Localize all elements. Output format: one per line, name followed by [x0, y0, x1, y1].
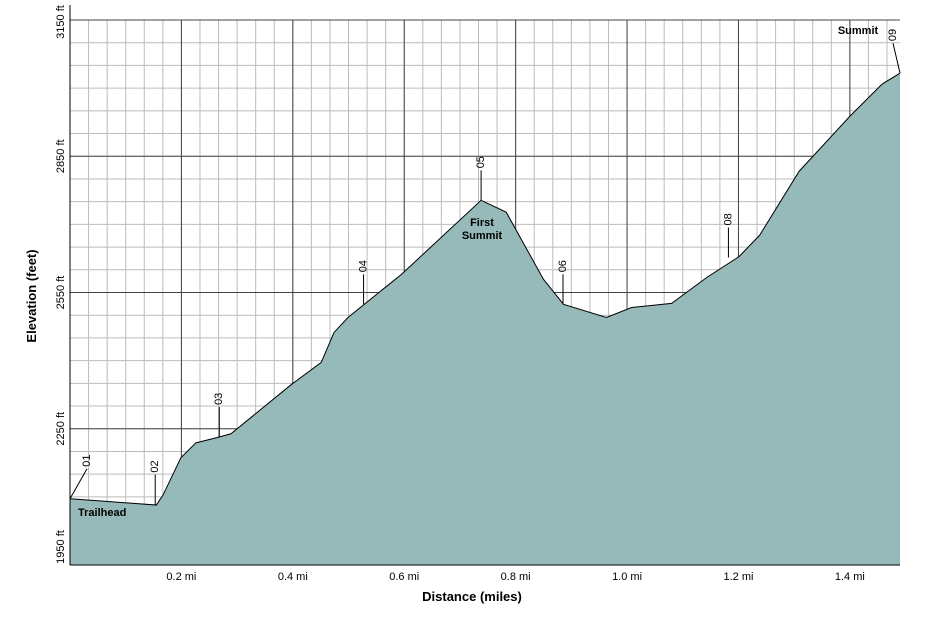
x-axis-title: Distance (miles): [422, 589, 522, 604]
waypoint-note: Trailhead: [78, 507, 126, 519]
x-tick-label: 0.2 mi: [166, 571, 196, 583]
x-tick-label: 1.0 mi: [612, 571, 642, 583]
x-tick-label: 1.4 mi: [835, 571, 865, 583]
waypoint-marker: [69, 468, 88, 499]
waypoint-label: 08: [722, 213, 734, 225]
profile-area: [70, 73, 900, 565]
x-tick-label: 1.2 mi: [723, 571, 753, 583]
y-tick-label: 2850 ft: [55, 139, 67, 173]
waypoint-label: 03: [213, 393, 225, 405]
x-tick-label: 0.6 mi: [389, 571, 419, 583]
x-tick-label: 0.8 mi: [501, 571, 531, 583]
y-tick-label: 1950 ft: [55, 530, 67, 564]
waypoint-label: 01: [81, 454, 93, 466]
waypoint-marker: [892, 43, 901, 74]
waypoint-note: First: [470, 217, 494, 229]
waypoint-label: 09: [887, 29, 899, 41]
y-tick-label: 3150 ft: [55, 5, 67, 39]
waypoint-label: 04: [357, 260, 369, 272]
waypoint-label: 02: [149, 460, 161, 472]
waypoint-label: 05: [475, 156, 487, 168]
y-axis-title: Elevation (feet): [24, 249, 39, 342]
waypoint-note: Summit: [462, 230, 503, 242]
waypoint-note: Summit: [838, 25, 879, 37]
waypoint-label: 06: [557, 260, 569, 272]
y-tick-label: 2550 ft: [55, 276, 67, 310]
y-tick-label: 2250 ft: [55, 412, 67, 446]
x-tick-label: 0.4 mi: [278, 571, 308, 583]
